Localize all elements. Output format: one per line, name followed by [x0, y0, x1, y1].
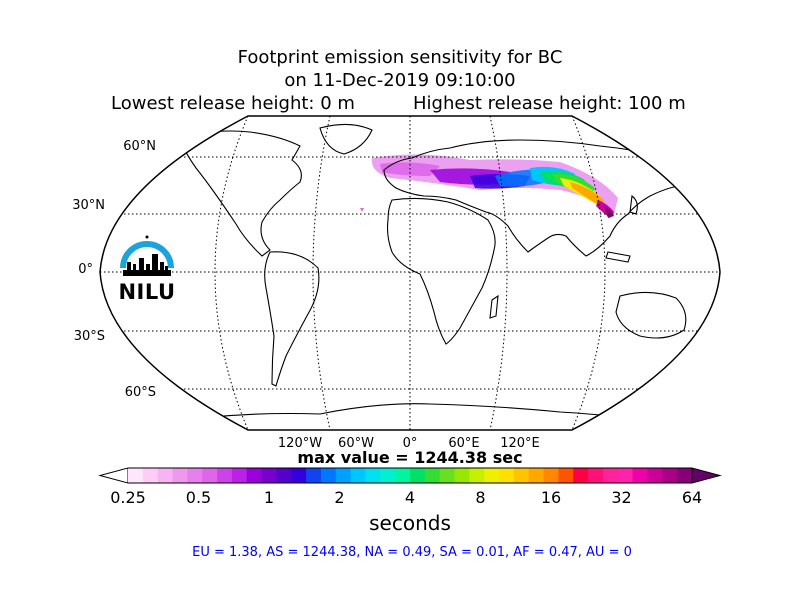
colorbar-label: seconds — [369, 511, 451, 535]
colorbar-segment — [320, 468, 337, 483]
colorbar-segment — [365, 468, 381, 483]
colorbar-segment — [469, 468, 485, 483]
footprint-plume — [360, 154, 618, 218]
lat-label-equator: 0° — [78, 262, 93, 277]
colorbar-segment — [677, 468, 693, 483]
map-title: Footprint emission sensitivity for BC — [237, 47, 563, 68]
colorbar-segment — [217, 468, 233, 483]
colorbar-segment — [558, 468, 574, 483]
colorbar-segment — [350, 468, 366, 483]
colorbar-tick-label: 4 — [404, 488, 416, 507]
coastlines — [179, 123, 707, 421]
lowest-release-height: Lowest release height: 0 m — [111, 93, 355, 114]
lat-label-30s: 30°S — [73, 329, 105, 344]
colorbar-tick-label: 8 — [475, 488, 486, 507]
colorbar-frame — [128, 467, 692, 484]
colorbar-segment — [454, 468, 470, 483]
colorbar-segment — [231, 468, 248, 483]
meridian-120w — [214, 116, 249, 430]
lon-label-60w: 60°W — [338, 436, 374, 451]
nilu-arc-icon — [120, 241, 174, 269]
colorbar-extend-max — [691, 467, 722, 484]
colorbar-segment — [528, 468, 545, 483]
colorbar-tick-label: 32 — [611, 488, 632, 507]
colorbar-segment — [513, 468, 530, 483]
lon-label-120w: 120°W — [277, 436, 323, 451]
region-summary: EU = 1.38, AS = 1244.38, NA = 0.49, SA =… — [192, 545, 632, 560]
lat-label-60n: 60°N — [123, 139, 156, 154]
colorbar-segment — [439, 468, 456, 483]
colorbar-segment — [380, 468, 396, 483]
colorbar-segment — [617, 468, 634, 483]
colorbar-segment — [647, 468, 663, 483]
colorbar-segment — [142, 468, 159, 483]
lat-label-60s: 60°S — [124, 385, 156, 400]
colorbar-tick-label: 2 — [334, 488, 345, 507]
map-date: on 11-Dec-2019 09:10:00 — [284, 70, 516, 91]
lon-label-60e: 60°E — [448, 436, 480, 451]
colorbar-segment — [632, 468, 648, 483]
colorbar-segment — [484, 468, 500, 483]
graticule — [100, 116, 720, 430]
colorbar-extend-min — [98, 467, 129, 484]
colorbar-segment — [291, 468, 307, 483]
colorbar-segment — [573, 468, 589, 483]
colorbar-segment — [424, 468, 441, 483]
nilu-logo-mark — [120, 235, 174, 276]
nilu-logo: NILU — [117, 232, 177, 304]
lon-label-0: 0° — [402, 436, 418, 451]
colorbar-segment — [499, 468, 515, 483]
colorbar-segment — [276, 468, 292, 483]
meridian-60e — [489, 116, 508, 430]
colorbar-segment — [602, 468, 619, 483]
max-value: max value = 1244.38 sec — [297, 448, 523, 467]
meridian-120e — [571, 116, 606, 430]
colorbar-segment — [261, 468, 277, 483]
colorbar-segment — [246, 468, 263, 483]
meridian-60w — [312, 116, 331, 430]
colorbar-tick-label: 0.25 — [110, 488, 146, 507]
colorbar-segment — [187, 468, 203, 483]
colorbar-segment — [410, 468, 426, 483]
colorbar-tick-label: 16 — [540, 488, 562, 507]
nilu-logo-text: NILU — [118, 280, 176, 304]
lat-label-30n: 30°N — [72, 198, 105, 213]
colorbar-segment — [128, 468, 144, 483]
colorbar-tick-label: 1 — [263, 488, 275, 507]
colorbar-tick-label: 0.5 — [185, 488, 212, 507]
colorbar-segment — [172, 468, 188, 483]
colorbar-segment — [306, 468, 322, 483]
colorbar — [98, 467, 722, 484]
colorbar-segment — [335, 468, 352, 483]
highest-release-height: Highest release height: 100 m — [413, 93, 686, 114]
colorbar-tick-label: 64 — [681, 488, 703, 507]
colorbar-segment — [543, 468, 559, 483]
colorbar-segment — [157, 468, 174, 483]
colorbar-segment — [662, 468, 678, 483]
lon-label-120e: 120°E — [500, 436, 540, 451]
colorbar-segment — [395, 468, 411, 483]
colorbar-segment — [588, 468, 604, 483]
colorbar-segment — [202, 468, 218, 483]
